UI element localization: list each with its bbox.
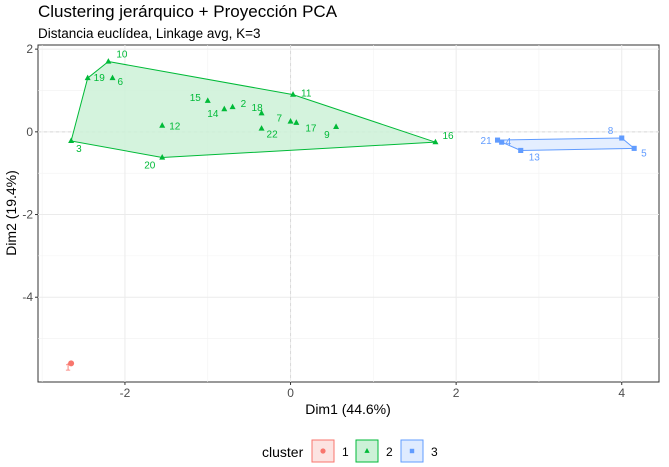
- legend-marker-1: [320, 448, 326, 454]
- cluster-3-point: [499, 139, 505, 145]
- cluster-2-point: [68, 137, 75, 144]
- cluster-2-point: [84, 74, 91, 81]
- axes: -2 0 2 4 -4 -2 0 2: [22, 42, 625, 400]
- cluster-points: [68, 58, 637, 367]
- point-label: 1: [65, 362, 71, 373]
- legend-title: cluster: [262, 444, 304, 460]
- point-label: 21: [481, 136, 493, 147]
- point-label: 5: [641, 148, 647, 159]
- point-label: 20: [144, 160, 156, 171]
- legend-marker-2: [364, 448, 370, 453]
- point-label: 3: [76, 144, 82, 155]
- point-label: 17: [305, 124, 317, 135]
- chart-title: Clustering jerárquico + Proyección PCA: [38, 2, 338, 21]
- point-label: 11: [301, 89, 312, 100]
- cluster-2-point: [293, 119, 300, 125]
- point-label: 2: [241, 99, 247, 110]
- y-axis-title: Dim2 (19.4%): [3, 170, 19, 256]
- point-label: 10: [116, 50, 128, 61]
- cluster-2-point: [290, 91, 297, 97]
- legend-label-3: 3: [431, 445, 438, 459]
- point-label: 19: [94, 73, 106, 84]
- cluster-3-point: [631, 145, 637, 151]
- cluster-3-hull: [497, 137, 636, 151]
- cluster-2-point: [159, 122, 166, 128]
- point-label: 9: [324, 130, 330, 141]
- cluster-1-point: [68, 360, 75, 367]
- chart-subtitle: Distancia euclídea, Linkage avg, K=3: [38, 26, 261, 41]
- cluster-2-point: [258, 109, 265, 116]
- y-tick-label: -4: [22, 290, 33, 304]
- y-tick-label: 0: [26, 125, 33, 139]
- cluster-3-point: [518, 147, 524, 153]
- point-label: 13: [529, 152, 541, 163]
- y-tick-label: -2: [22, 208, 33, 222]
- cluster-2-point: [287, 118, 294, 124]
- point-label: 18: [252, 103, 264, 114]
- cluster-2-point: [229, 103, 236, 110]
- cluster-2-point: [221, 105, 228, 112]
- x-tick-label: -2: [120, 386, 131, 400]
- x-axis-title: Dim1 (44.6%): [305, 401, 391, 417]
- point-label: 12: [169, 122, 181, 133]
- cluster-2-point: [109, 74, 116, 81]
- point-label: 14: [207, 109, 219, 120]
- point-label: 16: [442, 131, 454, 142]
- cluster-2-point: [204, 97, 211, 103]
- legend-label-1: 1: [342, 445, 349, 459]
- legend-marker-3: [409, 448, 415, 454]
- point-label: 4: [506, 137, 512, 148]
- cluster-2-point: [159, 154, 166, 160]
- y-tick-label: 2: [26, 42, 33, 56]
- point-label: 15: [190, 93, 202, 104]
- cluster-2-point: [333, 123, 340, 129]
- point-label: 22: [267, 130, 279, 141]
- cluster-2-point: [105, 58, 112, 64]
- x-tick-label: 4: [618, 386, 625, 400]
- cluster-3-point: [619, 135, 625, 141]
- point-label: 7: [277, 113, 283, 124]
- x-tick-label: 2: [453, 386, 460, 400]
- cluster-2-point: [258, 125, 265, 131]
- point-label: 8: [608, 126, 614, 137]
- legend: cluster 1 2 3: [262, 439, 438, 463]
- point-label: 6: [118, 77, 124, 88]
- cluster-2-point: [432, 138, 439, 145]
- legend-label-2: 2: [386, 445, 393, 459]
- cluster-3-point: [494, 137, 501, 143]
- x-tick-label: 0: [287, 386, 294, 400]
